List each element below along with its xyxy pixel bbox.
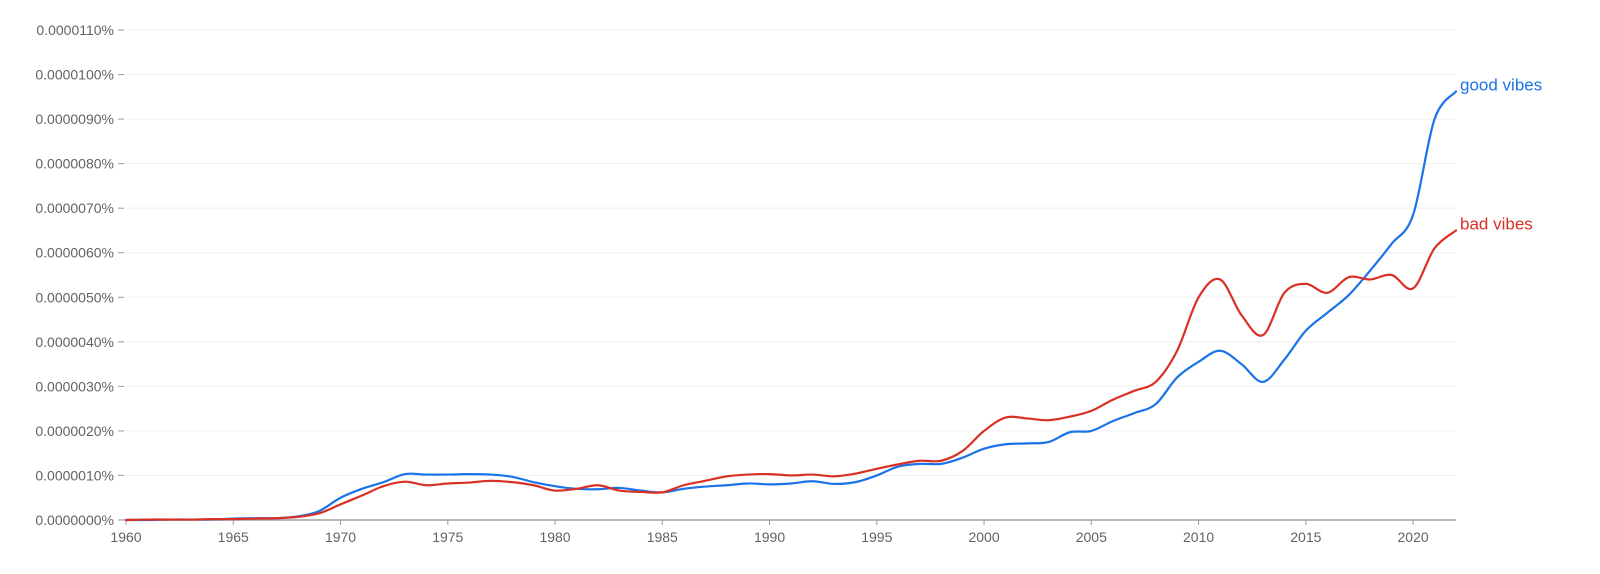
x-tick-label: 1990 <box>754 529 785 545</box>
y-tick-label: 0.0000100% <box>35 67 114 83</box>
axis-layer: 0.0000000% 0.0000010% 0.0000020% 0.0000030%… <box>35 22 1456 545</box>
x-tick-label: 1960 <box>110 529 141 545</box>
y-tick-label: 0.0000060% <box>35 245 114 261</box>
y-tick-label: 0.0000090% <box>35 111 114 127</box>
x-tick-label: 2005 <box>1076 529 1107 545</box>
grid-layer <box>126 29 1456 476</box>
x-tick-label: 1995 <box>861 529 892 545</box>
x-tick-label: 1965 <box>218 529 249 545</box>
y-tick-label: 0.0000070% <box>35 200 114 216</box>
y-tick-label: 0.0000000% <box>35 512 114 528</box>
label-layer: good vibes bad vibes <box>1460 75 1542 233</box>
series-line-bad-vibes[interactable] <box>124 229 1458 522</box>
x-tick-label: 2000 <box>968 529 999 545</box>
x-tick-label: 1970 <box>325 529 356 545</box>
x-tick-label: 1980 <box>539 529 570 545</box>
series-line-good-vibes[interactable] <box>124 90 1458 522</box>
y-tick-label: 0.0000040% <box>35 334 114 350</box>
y-tick-label: 0.0000080% <box>35 156 114 172</box>
series-label-good-vibes[interactable]: good vibes <box>1460 75 1542 94</box>
y-tick-label: 0.0000050% <box>35 289 114 305</box>
series-label-bad-vibes[interactable]: bad vibes <box>1460 214 1533 233</box>
y-tick-label: 0.0000030% <box>35 378 114 394</box>
x-tick-label: 2020 <box>1398 529 1429 545</box>
y-tick-label: 0.0000110% <box>36 22 114 38</box>
x-tick-label: 2010 <box>1183 529 1214 545</box>
y-tick-label: 0.0000010% <box>35 467 114 483</box>
y-tick-label: 0.0000020% <box>35 423 114 439</box>
x-tick-label: 2015 <box>1290 529 1321 545</box>
x-tick-label: 1975 <box>432 529 463 545</box>
series-layer <box>124 90 1458 522</box>
x-tick-label: 1985 <box>647 529 678 545</box>
